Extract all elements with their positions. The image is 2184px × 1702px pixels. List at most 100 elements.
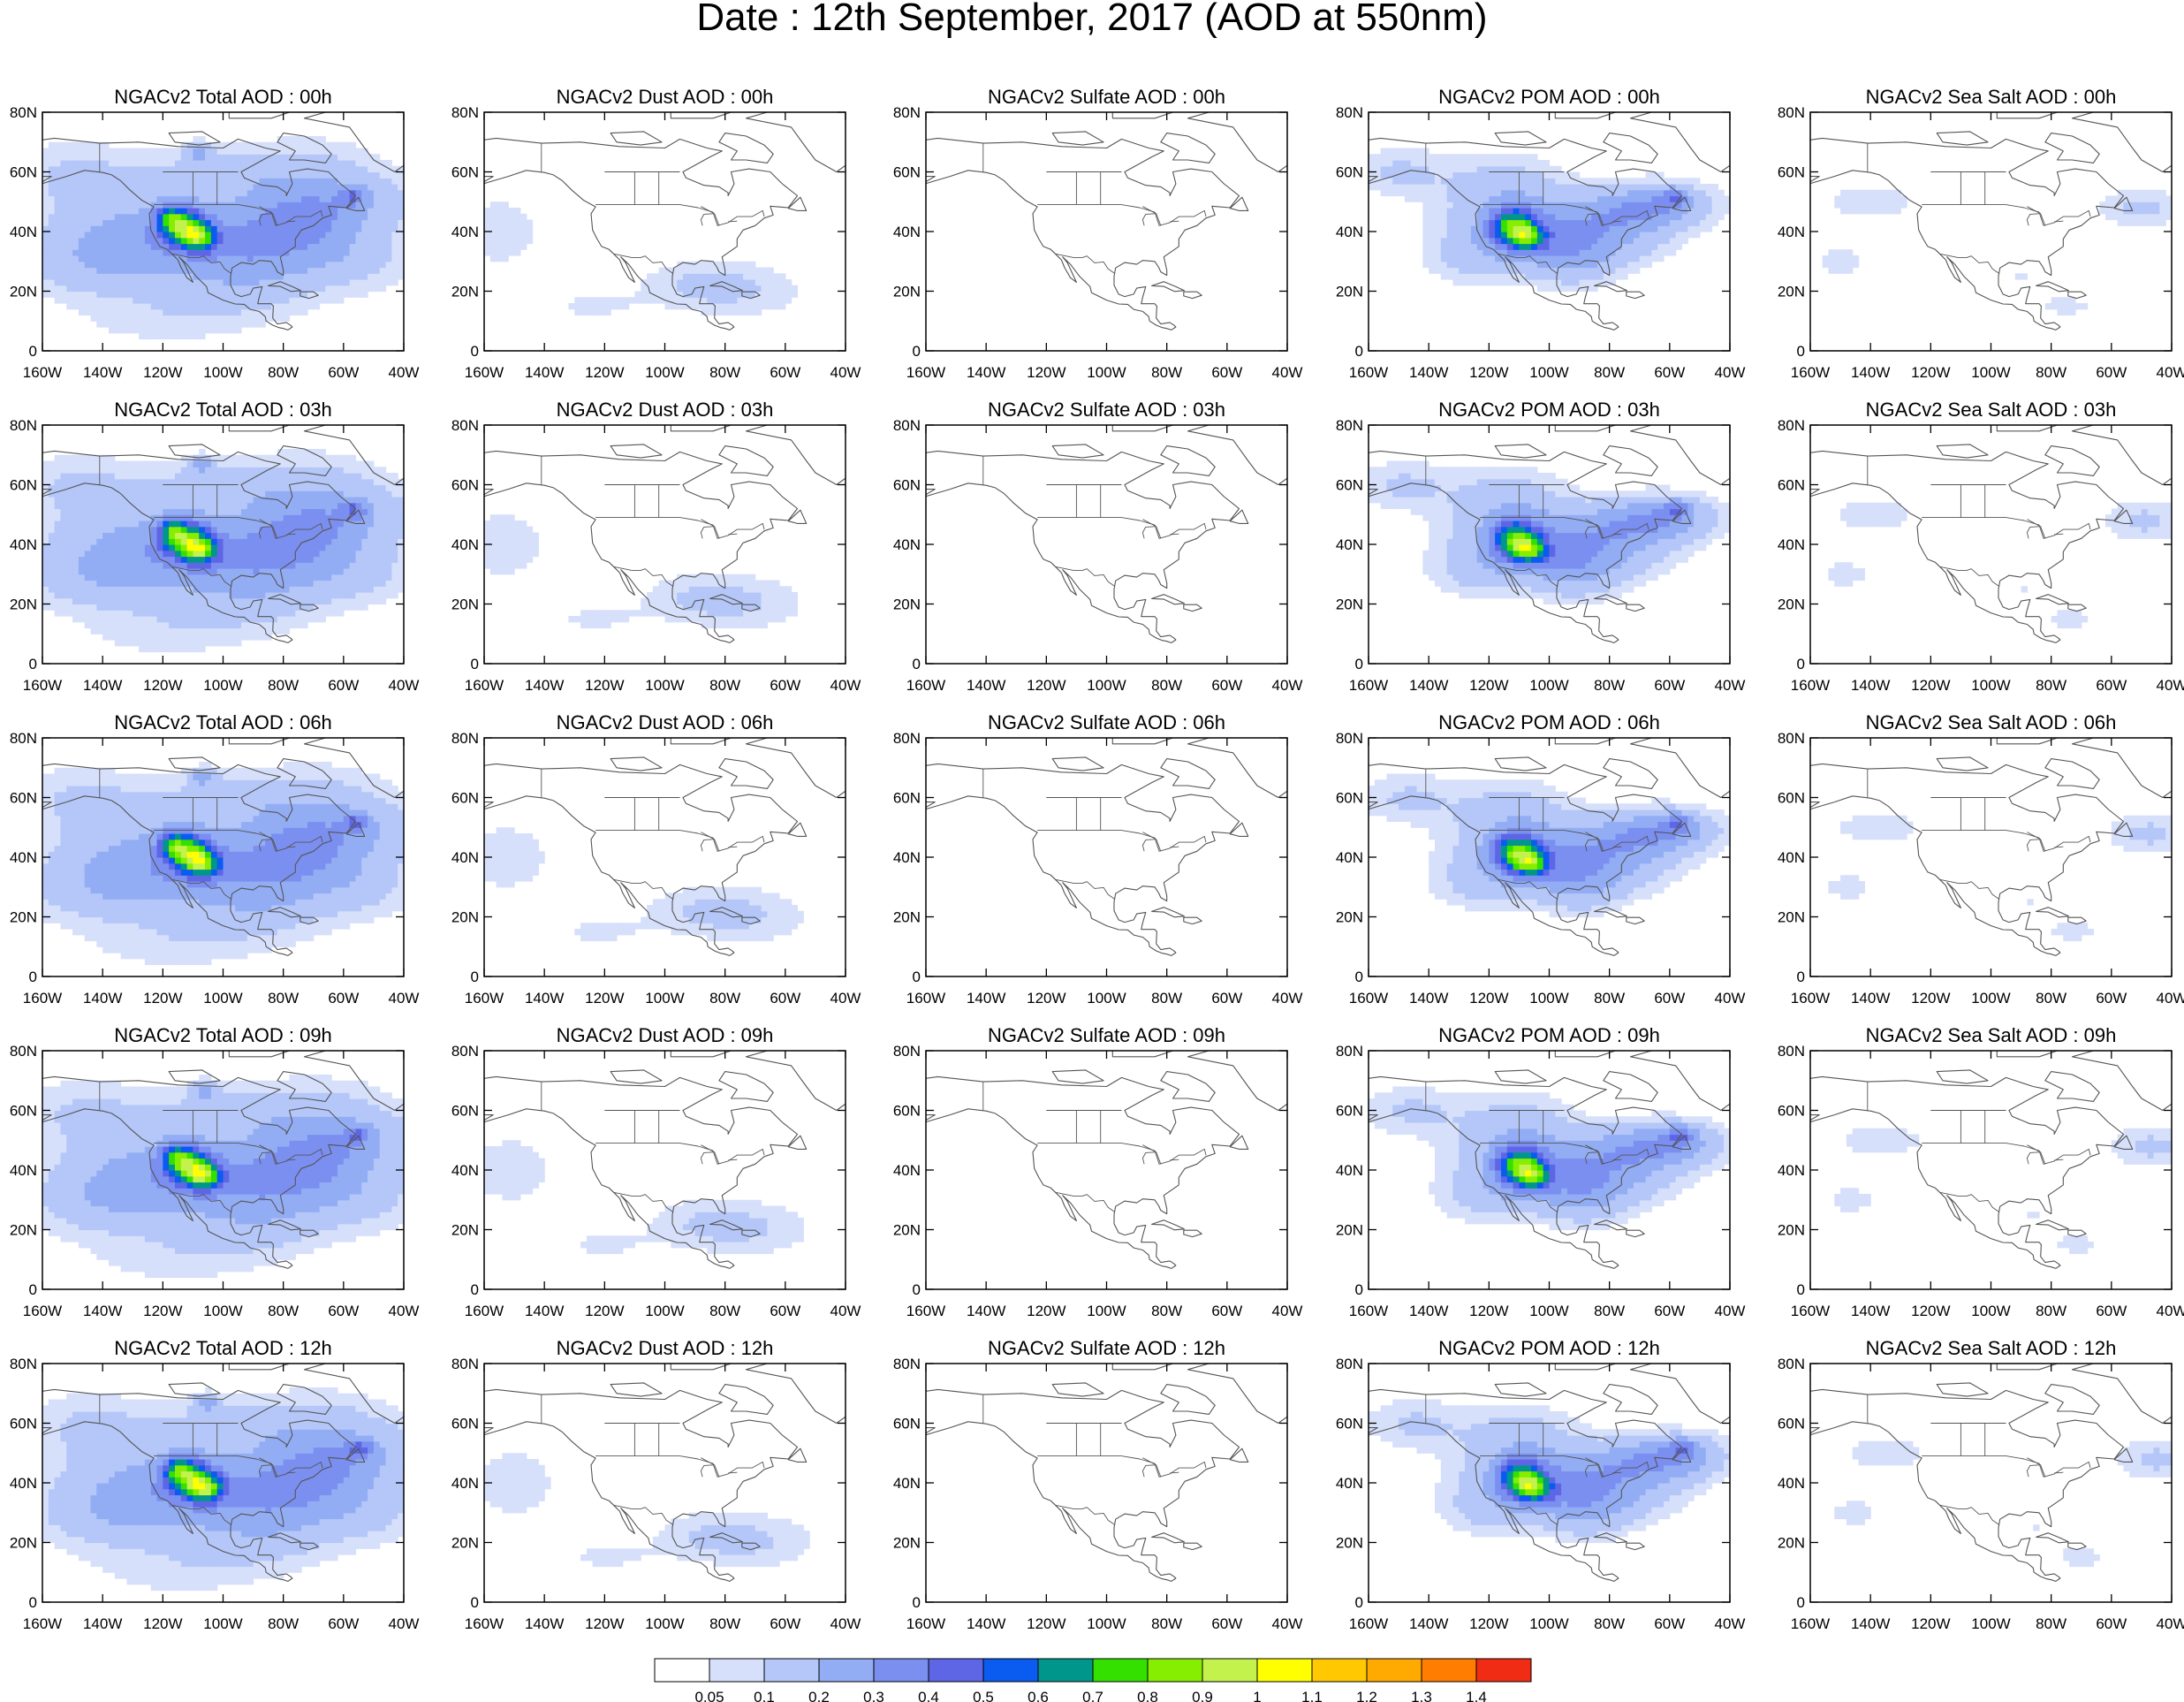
lon-tick-label: 80W bbox=[1594, 990, 1625, 1007]
lon-tick-label: 100W bbox=[645, 990, 684, 1007]
lat-tick-label: 20N bbox=[893, 284, 921, 300]
lon-tick-label: 40W bbox=[389, 1303, 420, 1319]
coastline bbox=[926, 425, 1287, 643]
lat-tick-label: 20N bbox=[1778, 1535, 1805, 1552]
coastline bbox=[1369, 1051, 1730, 1269]
lat-tick-label: 60N bbox=[10, 1103, 37, 1120]
lon-tick-label: 100W bbox=[1971, 990, 2010, 1007]
lat-tick-label: 80N bbox=[893, 730, 921, 747]
lon-tick-label: 60W bbox=[328, 364, 359, 381]
lon-tick-label: 140W bbox=[83, 364, 122, 381]
aod-field bbox=[42, 1387, 405, 1592]
lat-tick-label: 0 bbox=[471, 343, 479, 360]
lat-tick-label: 0 bbox=[913, 343, 921, 360]
map-panel-total-06h: NGACv2 Total AOD : 06h 0 20N 40N 60N 80N 160W 1… bbox=[10, 711, 420, 1007]
lat-tick-label: 20N bbox=[1336, 284, 1363, 300]
lat-tick-label: 0 bbox=[471, 1281, 479, 1298]
lat-tick-label: 0 bbox=[471, 656, 479, 672]
lon-tick-label: 140W bbox=[525, 990, 564, 1007]
lon-tick-label: 60W bbox=[1211, 1303, 1242, 1319]
coastline bbox=[484, 1364, 846, 1582]
lat-tick-label: 80N bbox=[1336, 1356, 1363, 1372]
aod-field bbox=[42, 1075, 405, 1279]
colorbar-swatch bbox=[982, 1658, 1039, 1683]
panel-title: NGACv2 Total AOD : 09h bbox=[114, 1024, 332, 1046]
lat-tick-label: 60N bbox=[10, 1416, 37, 1432]
lon-tick-label: 60W bbox=[328, 1303, 359, 1319]
lon-tick-label: 140W bbox=[1851, 1615, 1890, 1632]
panel-title: NGACv2 Sea Salt AOD : 00h bbox=[1866, 86, 2117, 108]
panel-title: NGACv2 Dust AOD : 09h bbox=[557, 1024, 774, 1046]
lat-tick-label: 20N bbox=[10, 284, 37, 300]
panel-title: NGACv2 Sulfate AOD : 00h bbox=[988, 86, 1225, 108]
lat-tick-label: 40N bbox=[893, 1475, 921, 1492]
colorbar-label: 0.8 bbox=[1137, 1689, 1158, 1702]
lon-tick-label: 120W bbox=[585, 677, 624, 694]
lon-tick-label: 60W bbox=[770, 364, 800, 381]
lat-tick-label: 60N bbox=[1778, 790, 1805, 807]
lon-tick-label: 140W bbox=[1409, 990, 1448, 1007]
lat-tick-label: 80N bbox=[1336, 730, 1363, 747]
lon-tick-label: 100W bbox=[1087, 364, 1126, 381]
lat-tick-label: 0 bbox=[913, 969, 921, 985]
lon-tick-label: 160W bbox=[465, 990, 504, 1007]
map-panel-sulfate-06h: NGACv2 Sulfate AOD : 06h 0 20N 40N 60N 80N 160… bbox=[893, 711, 1303, 1007]
lat-tick-label: 80N bbox=[1336, 417, 1363, 434]
lon-tick-label: 100W bbox=[1087, 677, 1126, 694]
lat-tick-label: 80N bbox=[1778, 1356, 1805, 1372]
lat-tick-label: 60N bbox=[1778, 1416, 1805, 1432]
colorbar-swatch bbox=[1311, 1658, 1368, 1683]
colorbar-label: 0.4 bbox=[918, 1689, 939, 1702]
aod-field bbox=[1369, 773, 1731, 918]
aod-field bbox=[1822, 189, 2173, 316]
lon-tick-label: 100W bbox=[645, 1303, 684, 1319]
lon-tick-label: 140W bbox=[967, 990, 1005, 1007]
colorbar-label: 0.3 bbox=[863, 1689, 884, 1702]
lat-tick-label: 40N bbox=[1778, 1475, 1805, 1492]
lon-tick-label: 80W bbox=[268, 990, 299, 1007]
lon-tick-label: 80W bbox=[1594, 364, 1625, 381]
lon-tick-label: 120W bbox=[585, 990, 624, 1007]
lon-tick-label: 40W bbox=[830, 990, 861, 1007]
coastline bbox=[1369, 112, 1730, 331]
lon-tick-label: 60W bbox=[2096, 1303, 2127, 1319]
lon-tick-label: 80W bbox=[1594, 1615, 1625, 1632]
lon-tick-label: 100W bbox=[1971, 364, 2010, 381]
map-panel-seasalt-03h: NGACv2 Sea Salt AOD : 03h 0 20N 40N 60N 80N 16… bbox=[1778, 399, 2184, 694]
lon-tick-label: 80W bbox=[2036, 990, 2066, 1007]
coastline bbox=[484, 1051, 846, 1269]
panel-title: NGACv2 Total AOD : 03h bbox=[114, 399, 332, 421]
lon-tick-label: 120W bbox=[1027, 677, 1065, 694]
lat-tick-label: 0 bbox=[1797, 1281, 1805, 1298]
lon-tick-label: 160W bbox=[1349, 364, 1388, 381]
map-panel-total-09h: NGACv2 Total AOD : 09h 0 20N 40N 60N 80N 160W 1… bbox=[10, 1024, 420, 1319]
lon-tick-label: 160W bbox=[1791, 990, 1830, 1007]
lon-tick-label: 120W bbox=[143, 677, 182, 694]
lon-tick-label: 140W bbox=[1409, 677, 1448, 694]
aod-field bbox=[1828, 815, 2173, 942]
lon-tick-label: 80W bbox=[268, 364, 299, 381]
lon-tick-label: 40W bbox=[830, 1615, 861, 1632]
lon-tick-label: 80W bbox=[1151, 364, 1182, 381]
lon-tick-label: 160W bbox=[1349, 1303, 1388, 1319]
lat-tick-label: 0 bbox=[913, 656, 921, 672]
lat-tick-label: 40N bbox=[893, 1162, 921, 1179]
colorbar-swatch bbox=[1037, 1658, 1094, 1683]
lat-tick-label: 40N bbox=[1336, 536, 1363, 553]
lon-tick-label: 160W bbox=[23, 364, 62, 381]
lon-tick-label: 100W bbox=[645, 1615, 684, 1632]
lat-tick-label: 40N bbox=[1778, 849, 1805, 866]
lon-tick-label: 60W bbox=[1654, 990, 1685, 1007]
lon-tick-label: 80W bbox=[709, 990, 740, 1007]
lon-tick-label: 100W bbox=[1529, 677, 1568, 694]
lon-tick-label: 100W bbox=[203, 990, 242, 1007]
lon-tick-label: 100W bbox=[1529, 990, 1568, 1007]
map-panel-pom-09h: NGACv2 POM AOD : 09h 0 20N 40N 60N 80N 160W 140… bbox=[1336, 1024, 1746, 1319]
lon-tick-label: 140W bbox=[967, 1615, 1005, 1632]
lon-tick-label: 140W bbox=[1409, 1303, 1448, 1319]
colorbar-label: 0.7 bbox=[1082, 1689, 1103, 1702]
figure-title: Date : 12th September, 2017 (AOD at 550n… bbox=[696, 0, 1487, 39]
panel-title: NGACv2 Sulfate AOD : 12h bbox=[988, 1337, 1225, 1359]
lat-tick-label: 60N bbox=[1778, 1103, 1805, 1120]
lon-tick-label: 40W bbox=[1715, 1303, 1746, 1319]
